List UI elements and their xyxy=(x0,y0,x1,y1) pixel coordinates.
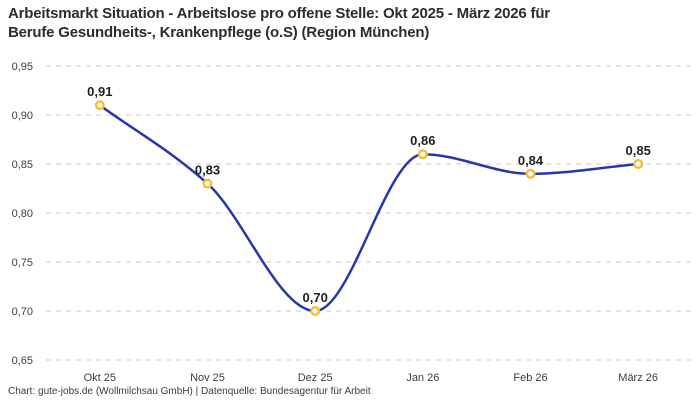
data-point-marker xyxy=(310,306,321,317)
data-point-marker xyxy=(633,158,644,169)
data-point-marker xyxy=(202,178,213,189)
chart-attribution: Chart: gute-jobs.de (Wollmilchsau GmbH) … xyxy=(8,386,371,397)
y-tick-label: 0,90 xyxy=(12,110,33,122)
y-tick-label: 0,65 xyxy=(12,355,33,367)
chart-title: Arbeitsmarkt Situation - Arbeitslose pro… xyxy=(8,4,684,42)
x-tick-label: Feb 26 xyxy=(513,372,547,384)
data-point-label: 0,70 xyxy=(303,290,328,305)
x-tick-label: Dez 25 xyxy=(298,372,333,384)
y-tick-label: 0,95 xyxy=(12,61,33,73)
x-tick-label: März 26 xyxy=(618,372,658,384)
series-line xyxy=(98,103,640,313)
data-point-marker xyxy=(94,100,105,111)
data-point-label: 0,85 xyxy=(626,143,651,158)
data-point-label: 0,83 xyxy=(195,163,220,178)
x-tick-label: Okt 25 xyxy=(84,372,116,384)
data-point-marker xyxy=(417,149,428,160)
chart-title-line-1: Arbeitsmarkt Situation - Arbeitslose pro… xyxy=(8,5,550,22)
data-point-label: 0,86 xyxy=(410,133,435,148)
y-tick-label: 0,75 xyxy=(12,257,33,269)
data-point-label: 0,84 xyxy=(518,153,544,168)
chart-title-line-2: Berufe Gesundheits-, Krankenpflege (o.S)… xyxy=(8,24,430,41)
y-tick-label: 0,70 xyxy=(12,306,33,318)
x-tick-label: Nov 25 xyxy=(190,372,225,384)
y-tick-label: 0,85 xyxy=(12,159,33,171)
y-tick-label: 0,80 xyxy=(12,208,33,220)
data-point-label: 0,91 xyxy=(87,84,112,99)
x-tick-label: Jan 26 xyxy=(406,372,439,384)
data-point-marker xyxy=(525,168,536,179)
